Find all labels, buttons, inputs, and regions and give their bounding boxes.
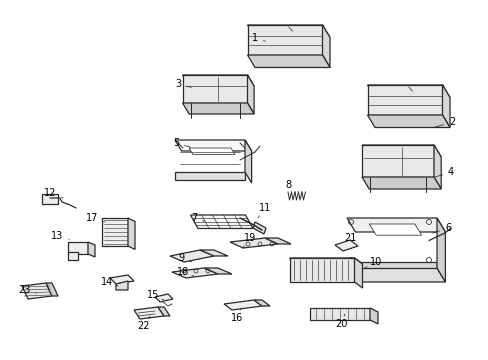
Polygon shape bbox=[128, 218, 135, 249]
Text: 3: 3 bbox=[175, 79, 191, 89]
Polygon shape bbox=[366, 169, 437, 179]
Polygon shape bbox=[175, 140, 251, 151]
Polygon shape bbox=[264, 238, 290, 244]
Text: 4: 4 bbox=[434, 167, 453, 177]
Text: 21: 21 bbox=[339, 233, 355, 248]
Polygon shape bbox=[110, 275, 134, 284]
Polygon shape bbox=[247, 55, 329, 68]
Polygon shape bbox=[116, 281, 128, 290]
Polygon shape bbox=[322, 25, 329, 68]
Polygon shape bbox=[46, 283, 58, 296]
Polygon shape bbox=[182, 103, 254, 114]
Polygon shape bbox=[134, 307, 163, 319]
Text: 9: 9 bbox=[178, 253, 192, 263]
Polygon shape bbox=[189, 148, 234, 154]
Polygon shape bbox=[102, 218, 128, 246]
Polygon shape bbox=[247, 75, 254, 114]
Text: 20: 20 bbox=[334, 314, 346, 329]
Polygon shape bbox=[182, 75, 247, 103]
Text: 12: 12 bbox=[44, 188, 63, 198]
Polygon shape bbox=[88, 242, 95, 257]
Polygon shape bbox=[42, 194, 58, 204]
Polygon shape bbox=[229, 238, 278, 248]
Polygon shape bbox=[289, 258, 362, 264]
Polygon shape bbox=[361, 145, 440, 157]
Polygon shape bbox=[190, 215, 252, 229]
Text: 14: 14 bbox=[101, 277, 118, 287]
Polygon shape bbox=[442, 85, 449, 127]
Polygon shape bbox=[68, 252, 78, 260]
Polygon shape bbox=[367, 85, 442, 115]
Polygon shape bbox=[368, 224, 421, 235]
Text: 13: 13 bbox=[51, 231, 69, 241]
Text: 16: 16 bbox=[230, 308, 243, 323]
Polygon shape bbox=[158, 307, 170, 316]
Polygon shape bbox=[247, 25, 329, 37]
Polygon shape bbox=[155, 294, 173, 302]
Text: 15: 15 bbox=[146, 290, 163, 300]
Text: 23: 23 bbox=[18, 285, 36, 295]
Polygon shape bbox=[172, 268, 218, 278]
Polygon shape bbox=[244, 140, 251, 183]
Polygon shape bbox=[203, 268, 231, 274]
Polygon shape bbox=[224, 300, 262, 310]
Polygon shape bbox=[253, 300, 269, 306]
Text: 17: 17 bbox=[85, 213, 105, 223]
Text: 10: 10 bbox=[364, 257, 381, 268]
Polygon shape bbox=[22, 283, 52, 299]
Polygon shape bbox=[182, 75, 254, 86]
Text: 18: 18 bbox=[177, 267, 194, 277]
Polygon shape bbox=[175, 172, 244, 180]
Text: 2: 2 bbox=[434, 117, 454, 127]
Text: 22: 22 bbox=[137, 316, 150, 331]
Polygon shape bbox=[68, 242, 88, 254]
Text: 6: 6 bbox=[432, 223, 450, 233]
Polygon shape bbox=[367, 85, 449, 98]
Polygon shape bbox=[247, 25, 322, 55]
Polygon shape bbox=[346, 268, 445, 282]
Polygon shape bbox=[187, 95, 250, 104]
Text: 11: 11 bbox=[258, 203, 270, 218]
Polygon shape bbox=[346, 218, 445, 232]
Text: 7: 7 bbox=[190, 213, 204, 223]
Polygon shape bbox=[354, 258, 362, 288]
Text: 19: 19 bbox=[243, 233, 256, 248]
Text: 8: 8 bbox=[285, 180, 290, 196]
Text: 5: 5 bbox=[173, 138, 190, 148]
Text: 1: 1 bbox=[251, 33, 265, 43]
Polygon shape bbox=[200, 250, 227, 256]
Polygon shape bbox=[436, 218, 445, 282]
Polygon shape bbox=[346, 262, 436, 268]
Polygon shape bbox=[361, 145, 433, 177]
Polygon shape bbox=[369, 308, 377, 324]
Polygon shape bbox=[361, 177, 440, 189]
Polygon shape bbox=[309, 308, 369, 320]
Polygon shape bbox=[367, 115, 449, 127]
Polygon shape bbox=[252, 222, 265, 234]
Polygon shape bbox=[289, 258, 354, 282]
Polygon shape bbox=[433, 145, 440, 189]
Polygon shape bbox=[170, 250, 214, 262]
Polygon shape bbox=[334, 240, 357, 251]
